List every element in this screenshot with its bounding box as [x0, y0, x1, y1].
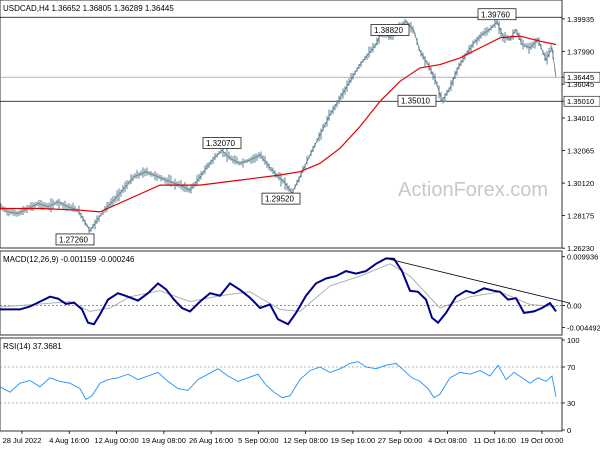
price-y-tick-label: 1.28175 [567, 212, 594, 221]
x-tick-label: 12 Aug 00:00 [94, 436, 138, 445]
macd-y-tick-label: 0.00 [567, 302, 582, 311]
price-y-tick-label: 1.34010 [567, 114, 594, 123]
macd-panel-title: MACD(12,26,9) -0.001159 -0.000246 [3, 255, 135, 264]
annotation-label: 1.27260 [59, 235, 88, 244]
x-tick-label: 27 Sep 00:00 [378, 436, 423, 445]
price-annotation: 1.39760 [477, 8, 517, 21]
price-y-tick-label: 1.37990 [567, 47, 594, 56]
x-tick-label: 28 Jul 2022 [3, 436, 42, 445]
annotation-box [261, 192, 301, 205]
macd-signal-line [0, 263, 557, 312]
price-annotation: 1.29520 [261, 192, 301, 205]
annotation-box [397, 94, 437, 107]
x-tick-label: 4 Oct 08:00 [428, 436, 467, 445]
x-tick-label: 5 Sep 00:00 [238, 436, 278, 445]
annotation-box [477, 8, 517, 21]
price-tag [563, 95, 600, 107]
price-annotation: 1.35010 [397, 94, 437, 107]
x-tick-label: 26 Aug 16:00 [189, 436, 233, 445]
macd-y-tick-label: -0.004492 [567, 324, 600, 333]
current-price-label: 1.36445 [567, 73, 594, 82]
price-panel-title: USDCAD,H4 1.36652 1.36805 1.36289 1.3644… [3, 4, 174, 13]
annotation-box [55, 233, 95, 246]
price-y-tick-label: 1.32065 [567, 146, 594, 155]
macd-panel [0, 250, 563, 336]
moving-average-line [0, 35, 557, 213]
x-tick-label: 19 Oct 00:00 [521, 436, 564, 445]
annotation-label: 1.35010 [401, 97, 430, 106]
price-panel [0, 0, 563, 249]
annotation-label: 1.32070 [206, 139, 235, 148]
annotation-box [202, 137, 242, 149]
price-annotation: 1.38820 [370, 24, 410, 36]
rsi-y-tick-label: 0 [567, 426, 571, 435]
price-annotation: 1.32070 [202, 137, 242, 149]
rsi-y-tick-label: 70 [567, 363, 575, 372]
annotation-label: 1.38820 [374, 26, 403, 35]
price-y-tick-label: 1.26230 [567, 244, 594, 253]
price-annotation: 1.27260 [55, 233, 95, 246]
x-tick-label: 12 Sep 08:00 [283, 436, 328, 445]
support-price-label: 1.35010 [567, 97, 594, 106]
rsi-panel [0, 337, 563, 432]
rsi-y-tick-label: 100 [567, 336, 580, 345]
rsi-line [0, 361, 557, 401]
annotation-label: 1.39760 [481, 10, 510, 19]
annotation-box [370, 24, 410, 36]
macd-line [0, 257, 557, 326]
x-tick-label: 11 Oct 16:00 [474, 436, 516, 445]
price-y-tick-label: 1.36045 [567, 80, 594, 89]
rsi-y-tick-label: 30 [567, 399, 575, 408]
watermark: ActionForex.com [398, 179, 548, 201]
x-tick-label: 19 Sep 16:00 [331, 436, 376, 445]
price-y-tick-label: 1.39935 [567, 15, 594, 24]
x-tick-label: 4 Aug 16:00 [49, 436, 89, 445]
annotation-label: 1.29520 [265, 195, 294, 204]
macd-trendline [385, 258, 571, 304]
macd-y-tick-label: 0.009936 [567, 253, 598, 262]
rsi-panel-title: RSI(14) 37.3681 [3, 342, 62, 351]
price-series-line [0, 20, 557, 232]
x-tick-label: 19 Aug 08:00 [142, 436, 186, 445]
price-tag [563, 71, 600, 83]
price-y-tick-label: 1.30120 [567, 179, 594, 188]
